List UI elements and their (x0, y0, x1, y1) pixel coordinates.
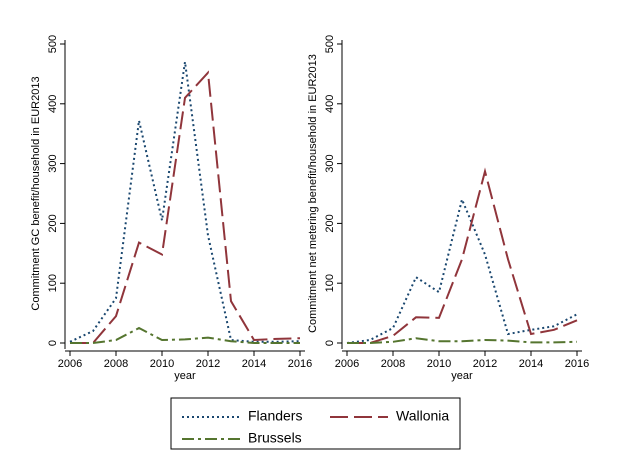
y-tick-label: 400 (324, 95, 336, 113)
legend-box (170, 397, 461, 450)
series-line (346, 196, 578, 344)
x-tick-label: 2006 (335, 358, 359, 370)
x-axis-title: year (451, 370, 473, 382)
x-tick-label: 2010 (427, 358, 451, 370)
x-tick-label: 2008 (104, 358, 128, 370)
y-tick-label: 200 (47, 214, 59, 232)
series-line (70, 326, 300, 344)
y-tick-label: 100 (324, 274, 336, 292)
y-tick-label: 500 (324, 35, 336, 53)
y-axis-title: Commitment GC benefit/household in EUR20… (30, 76, 42, 310)
y-tick-label: 400 (47, 95, 59, 113)
y-tick-label: 300 (47, 154, 59, 172)
x-tick-label: 2012 (473, 358, 497, 370)
y-tick-label: 100 (47, 274, 59, 292)
y-tick-label: 500 (47, 35, 59, 53)
series-line (69, 61, 301, 343)
legend-label: Flanders (248, 408, 302, 424)
y-tick-label: 0 (324, 340, 336, 346)
x-tick-label: 2008 (381, 358, 405, 370)
y-tick-label: 300 (324, 154, 336, 172)
x-tick-label: 2006 (58, 358, 82, 370)
series-line (347, 337, 578, 344)
legend-label: Wallonia (396, 408, 449, 424)
x-tick-label: 2014 (519, 358, 543, 370)
legend-label: Brussels (248, 430, 302, 446)
series-line (347, 167, 578, 344)
series-line (70, 70, 301, 344)
x-tick-label: 2016 (288, 358, 312, 370)
y-tick-label: 200 (324, 214, 336, 232)
y-axis-title: Commitment net metering benefit/househol… (307, 54, 319, 333)
x-tick-label: 2014 (242, 358, 266, 370)
x-tick-label: 2012 (196, 358, 220, 370)
y-tick-label: 0 (47, 340, 59, 346)
x-axis-title: year (174, 370, 196, 382)
x-tick-label: 2016 (565, 358, 589, 370)
x-tick-label: 2010 (150, 358, 174, 370)
